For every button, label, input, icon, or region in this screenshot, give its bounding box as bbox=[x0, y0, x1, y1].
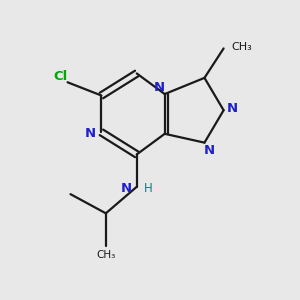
Text: N: N bbox=[154, 81, 165, 94]
Text: CH₃: CH₃ bbox=[96, 250, 116, 260]
Text: CH₃: CH₃ bbox=[232, 42, 253, 52]
Text: N: N bbox=[203, 144, 214, 158]
Text: N: N bbox=[227, 102, 238, 115]
Text: N: N bbox=[85, 127, 96, 140]
Text: H: H bbox=[144, 182, 152, 195]
Text: Cl: Cl bbox=[53, 70, 67, 83]
Text: N: N bbox=[121, 182, 132, 195]
